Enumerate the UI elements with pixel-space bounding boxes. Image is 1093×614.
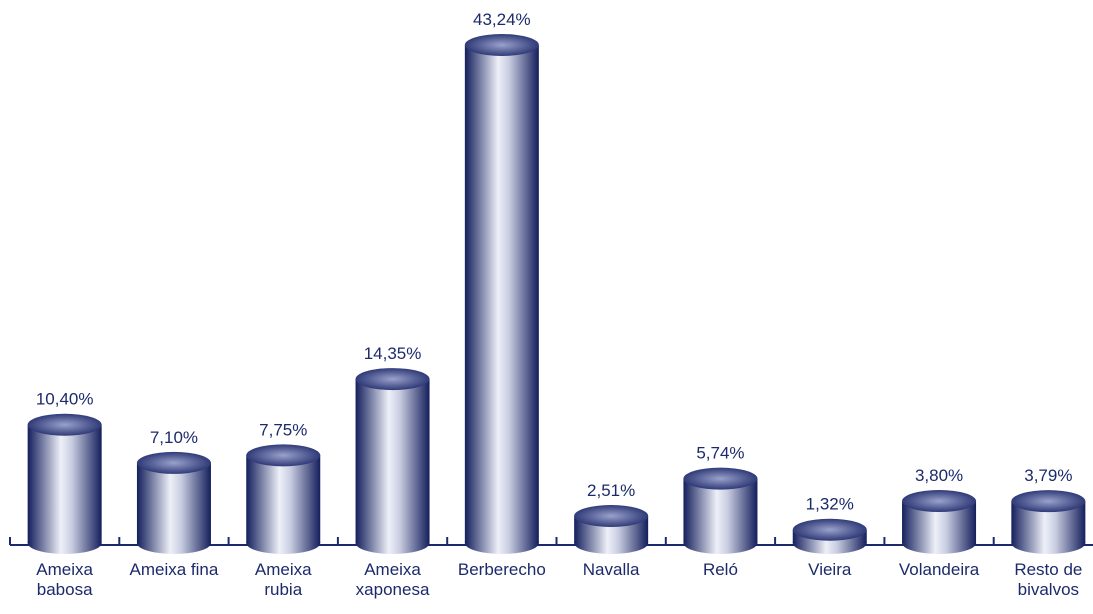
x-tick-label: Ameixa xaponesa (355, 560, 430, 599)
bar-cap (792, 518, 867, 541)
x-tick-label: Vieira (808, 560, 852, 579)
bar-cap (246, 444, 321, 467)
bar-cap (683, 467, 758, 490)
bar-cap (136, 451, 211, 474)
bar (27, 424, 102, 543)
bar (355, 379, 430, 543)
x-tick-label: Navalla (582, 560, 640, 579)
bar-cap (1011, 490, 1086, 513)
bar-cap (355, 368, 430, 391)
value-label: 3,80% (915, 466, 963, 485)
value-label: 14,35% (364, 344, 422, 363)
bar (464, 45, 539, 543)
x-tick-label: Resto de bivalvos (1014, 560, 1083, 599)
x-tick-label: Ameixa babosa (36, 560, 93, 599)
bar (136, 462, 211, 543)
bar-cap (464, 34, 539, 56)
value-label: 43,24% (473, 10, 531, 29)
x-tick-label: Ameixa rubia (254, 560, 312, 599)
value-label: 1,32% (806, 495, 854, 514)
value-label: 7,75% (259, 420, 307, 439)
value-label: 7,10% (150, 428, 198, 447)
x-tick-label: Berberecho (457, 560, 546, 579)
bar-cap (902, 490, 977, 513)
value-label: 10,40% (36, 390, 94, 409)
value-label: 2,51% (587, 481, 635, 500)
value-label: 3,79% (1024, 466, 1072, 485)
x-tick-label: Reló (702, 560, 738, 579)
value-label: 5,74% (696, 444, 744, 463)
bar-cap (27, 413, 102, 436)
bar (246, 455, 321, 543)
x-tick-label: Ameixa fina (129, 560, 219, 579)
x-tick-label: Volandeira (898, 560, 980, 579)
bar-cap (574, 504, 649, 527)
